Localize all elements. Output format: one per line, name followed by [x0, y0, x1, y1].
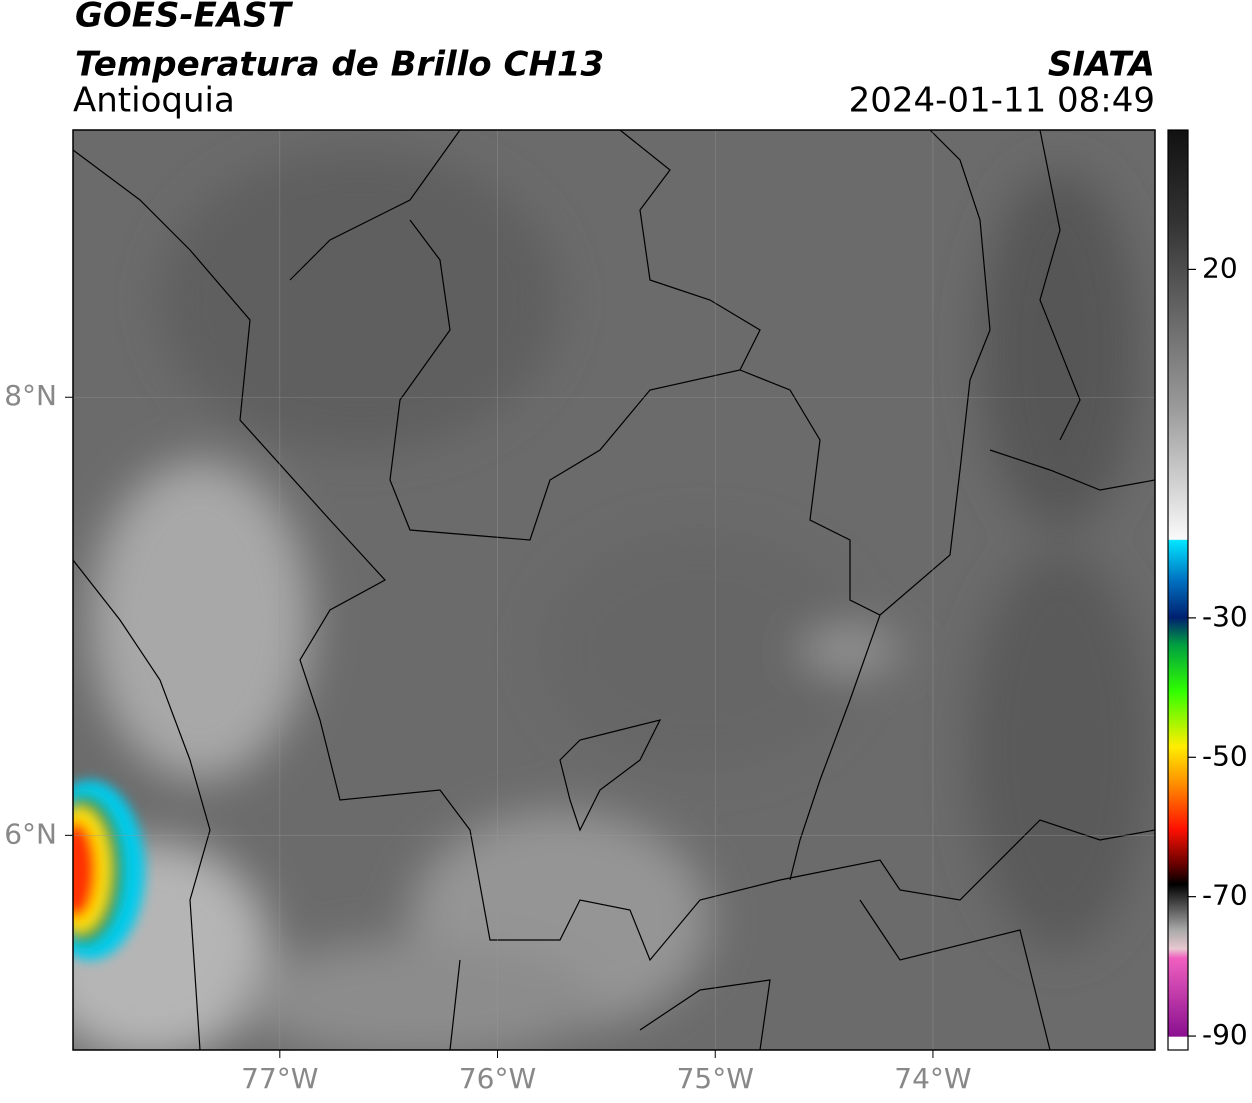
- x-tick-label: 76°W: [459, 1062, 536, 1095]
- y-tick-label: 8°N: [4, 379, 57, 412]
- map-frame: [72, 129, 1156, 1051]
- datetime: 2024-01-11 08:49: [849, 81, 1155, 121]
- region: Antioquia: [73, 81, 235, 121]
- satellite-image: [73, 130, 1155, 1050]
- x-tick-label: 74°W: [894, 1062, 971, 1095]
- subtitle: Temperatura de Brillo CH13: [75, 45, 604, 85]
- colorbar-tick-label: 20: [1202, 251, 1238, 284]
- y-tick-label: 6°N: [4, 817, 57, 850]
- colorbar-tick-label: -70: [1202, 879, 1248, 912]
- x-tick-label: 77°W: [241, 1062, 318, 1095]
- colorbar-tick-label: -50: [1202, 739, 1248, 772]
- source: SIATA: [1048, 45, 1155, 85]
- title: GOES-EAST: [75, 0, 294, 36]
- colorbar: [1167, 129, 1189, 1051]
- colorbar-tick-label: -30: [1202, 600, 1248, 633]
- colorbar-tick-label: -90: [1202, 1018, 1248, 1051]
- graticule: [73, 130, 1155, 1050]
- x-tick-label: 75°W: [677, 1062, 754, 1095]
